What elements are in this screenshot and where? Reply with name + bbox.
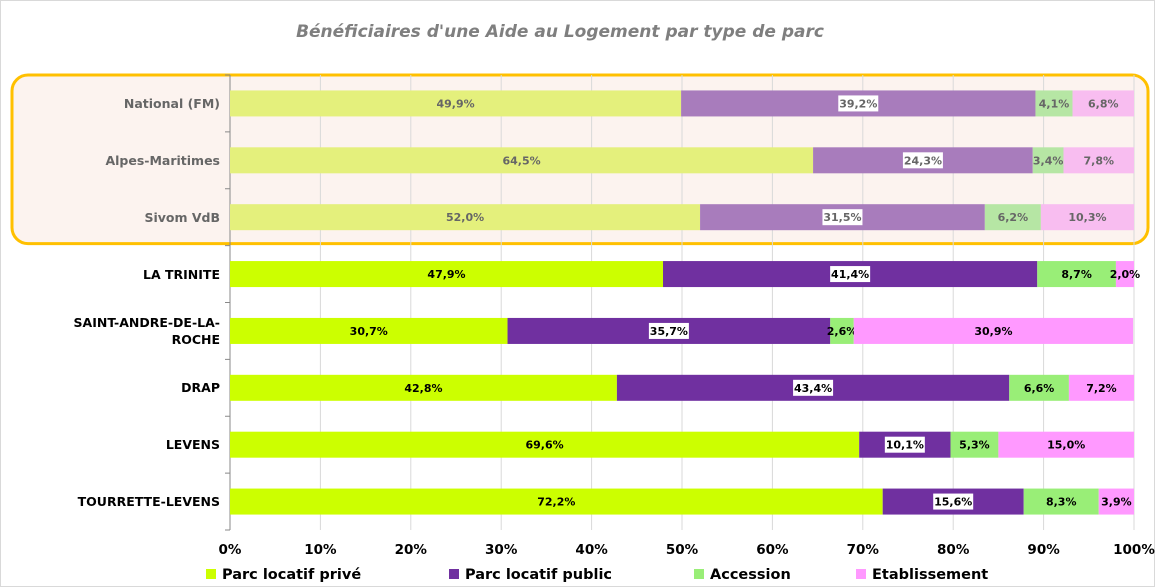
bar-segment xyxy=(830,317,854,344)
label-box xyxy=(884,436,925,453)
x-tick-label: 30% xyxy=(485,542,518,558)
value-label: 39,2% xyxy=(839,97,877,110)
value-label: 41,4% xyxy=(831,268,869,281)
bar-segment xyxy=(1023,488,1099,515)
bar-segment xyxy=(230,374,617,401)
y-tick-label: LEVENS xyxy=(165,437,220,453)
bar-segment xyxy=(984,204,1041,231)
bar-segment xyxy=(230,90,682,117)
bar-segment xyxy=(1063,147,1134,174)
legend-swatch xyxy=(694,569,704,579)
value-label: 8,3% xyxy=(1046,496,1077,509)
value-label: 3,9% xyxy=(1101,496,1132,509)
value-label: 15,6% xyxy=(934,496,972,509)
value-label: 10,1% xyxy=(886,439,924,452)
value-label: 42,8% xyxy=(404,382,442,395)
value-label: 8,7% xyxy=(1061,268,1092,281)
value-label: 30,9% xyxy=(974,325,1012,338)
legend-label: Parc locatif public xyxy=(465,567,612,583)
legend-swatch xyxy=(449,569,459,579)
value-label: 15,0% xyxy=(1047,439,1085,452)
value-label: 72,2% xyxy=(537,496,575,509)
x-tick-label: 40% xyxy=(575,542,608,558)
bar-segment xyxy=(1098,488,1134,515)
value-label: 2,0% xyxy=(1110,268,1141,281)
value-label: 64,5% xyxy=(502,154,540,167)
y-tick-label: SAINT-ANDRE-DE-LA-ROCHE xyxy=(73,314,220,347)
y-tick-label: National (FM) xyxy=(123,95,220,111)
value-label: 10,3% xyxy=(1068,211,1106,224)
bar-segment xyxy=(230,204,701,231)
bar-segment xyxy=(853,317,1134,344)
bar-segment xyxy=(230,261,664,288)
value-label: 6,6% xyxy=(1024,382,1055,395)
bar-segment xyxy=(1009,374,1069,401)
label-box xyxy=(902,152,943,169)
bar-segment xyxy=(1037,261,1116,288)
value-label: 2,6% xyxy=(827,325,858,338)
bar-segment xyxy=(1040,204,1134,231)
bar-segment xyxy=(998,431,1134,458)
label-box xyxy=(822,209,863,226)
y-tick-label: LA TRINITE xyxy=(143,266,220,282)
label-box xyxy=(838,95,879,112)
y-tick-label: Alpes-Maritimes xyxy=(105,152,220,168)
x-tick-label: 80% xyxy=(937,542,970,558)
value-label: 35,7% xyxy=(650,325,688,338)
bar-segment xyxy=(230,317,508,344)
value-label: 43,4% xyxy=(794,382,832,395)
x-tick-label: 90% xyxy=(1027,542,1060,558)
value-label: 69,6% xyxy=(526,439,564,452)
value-label: 30,7% xyxy=(350,325,388,338)
bar-segment xyxy=(1115,261,1134,288)
value-label: 7,8% xyxy=(1083,154,1114,167)
label-box xyxy=(933,493,974,510)
value-label: 49,9% xyxy=(436,97,474,110)
value-label: 6,8% xyxy=(1088,97,1119,110)
legend-label: Parc locatif privé xyxy=(222,567,361,583)
legend-label: Accession xyxy=(710,567,791,583)
y-tick-label: TOURRETTE-LEVENS xyxy=(77,494,220,510)
x-tick-label: 50% xyxy=(666,542,699,558)
chart-title: Bénéficiaires d'une Aide au Logement par… xyxy=(296,22,824,42)
x-tick-label: 70% xyxy=(847,542,880,558)
legend-swatch xyxy=(856,569,866,579)
x-tick-label: 0% xyxy=(219,542,242,558)
legend-label: Etablissement xyxy=(872,567,988,583)
bar-segment xyxy=(230,488,883,515)
label-box xyxy=(648,322,689,339)
bar-segment xyxy=(1035,90,1073,117)
value-label: 5,3% xyxy=(959,439,990,452)
value-label: 3,4% xyxy=(1033,154,1064,167)
x-tick-label: 20% xyxy=(395,542,428,558)
value-label: 4,1% xyxy=(1039,97,1070,110)
x-tick-label: 10% xyxy=(304,542,337,558)
bar-segment xyxy=(950,431,999,458)
bar-segment xyxy=(230,431,860,458)
label-box xyxy=(830,266,871,283)
bar-segment xyxy=(230,147,814,174)
label-box xyxy=(793,379,834,396)
bar-segment xyxy=(1072,90,1134,117)
x-tick-label: 60% xyxy=(756,542,789,558)
x-tick-label: 100% xyxy=(1113,542,1155,558)
bar-segment xyxy=(1068,374,1134,401)
value-label: 7,2% xyxy=(1086,382,1117,395)
value-label: 47,9% xyxy=(427,268,465,281)
value-label: 31,5% xyxy=(823,211,861,224)
y-tick-label: DRAP xyxy=(181,380,220,396)
value-label: 24,3% xyxy=(904,154,942,167)
legend-swatch xyxy=(206,569,216,579)
value-label: 52,0% xyxy=(446,211,484,224)
bar-segment xyxy=(1032,147,1064,174)
value-label: 6,2% xyxy=(998,211,1029,224)
y-tick-label: Sivom VdB xyxy=(144,209,220,225)
